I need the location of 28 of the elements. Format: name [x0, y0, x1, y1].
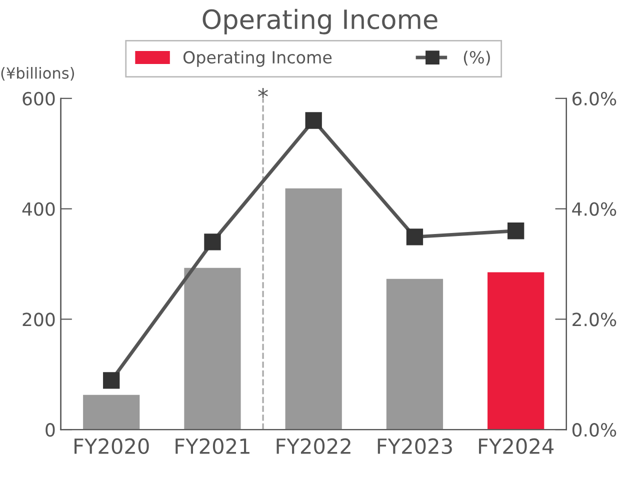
y-axis-title: (¥billions): [1, 67, 74, 81]
point: [305, 112, 322, 129]
bar: [83, 394, 140, 430]
x-tick-label: FY2023: [378, 438, 452, 454]
bar: [386, 278, 444, 430]
x-tick-label: FY2021: [176, 438, 250, 454]
text: *: [258, 88, 268, 98]
y-tick-label: 400: [22, 202, 55, 216]
y2-tick-label: 0.0%: [572, 423, 616, 437]
y2-tick-label: 2.0%: [572, 312, 616, 326]
y2-tick-label: 4.0%: [572, 202, 616, 216]
legend-label: Operating Income: [183, 50, 332, 67]
bar: [285, 188, 342, 430]
x-tick-label: FY2022: [276, 438, 350, 454]
point: [204, 234, 221, 250]
bar: [488, 272, 544, 430]
x-tick-label: FY2020: [74, 438, 149, 454]
legend-label: (%): [464, 50, 490, 66]
y-tick-label: 200: [22, 312, 55, 326]
chart-title: Operating Income: [202, 8, 438, 34]
point: [103, 372, 120, 389]
x-tick-label: FY2024: [479, 438, 554, 454]
point: [508, 222, 524, 240]
y2-tick-label: 6.0%: [572, 92, 616, 106]
y-tick-label: 600: [22, 92, 55, 106]
bar: [184, 268, 241, 430]
point: [406, 228, 424, 246]
y-tick-label: 0: [46, 423, 55, 437]
